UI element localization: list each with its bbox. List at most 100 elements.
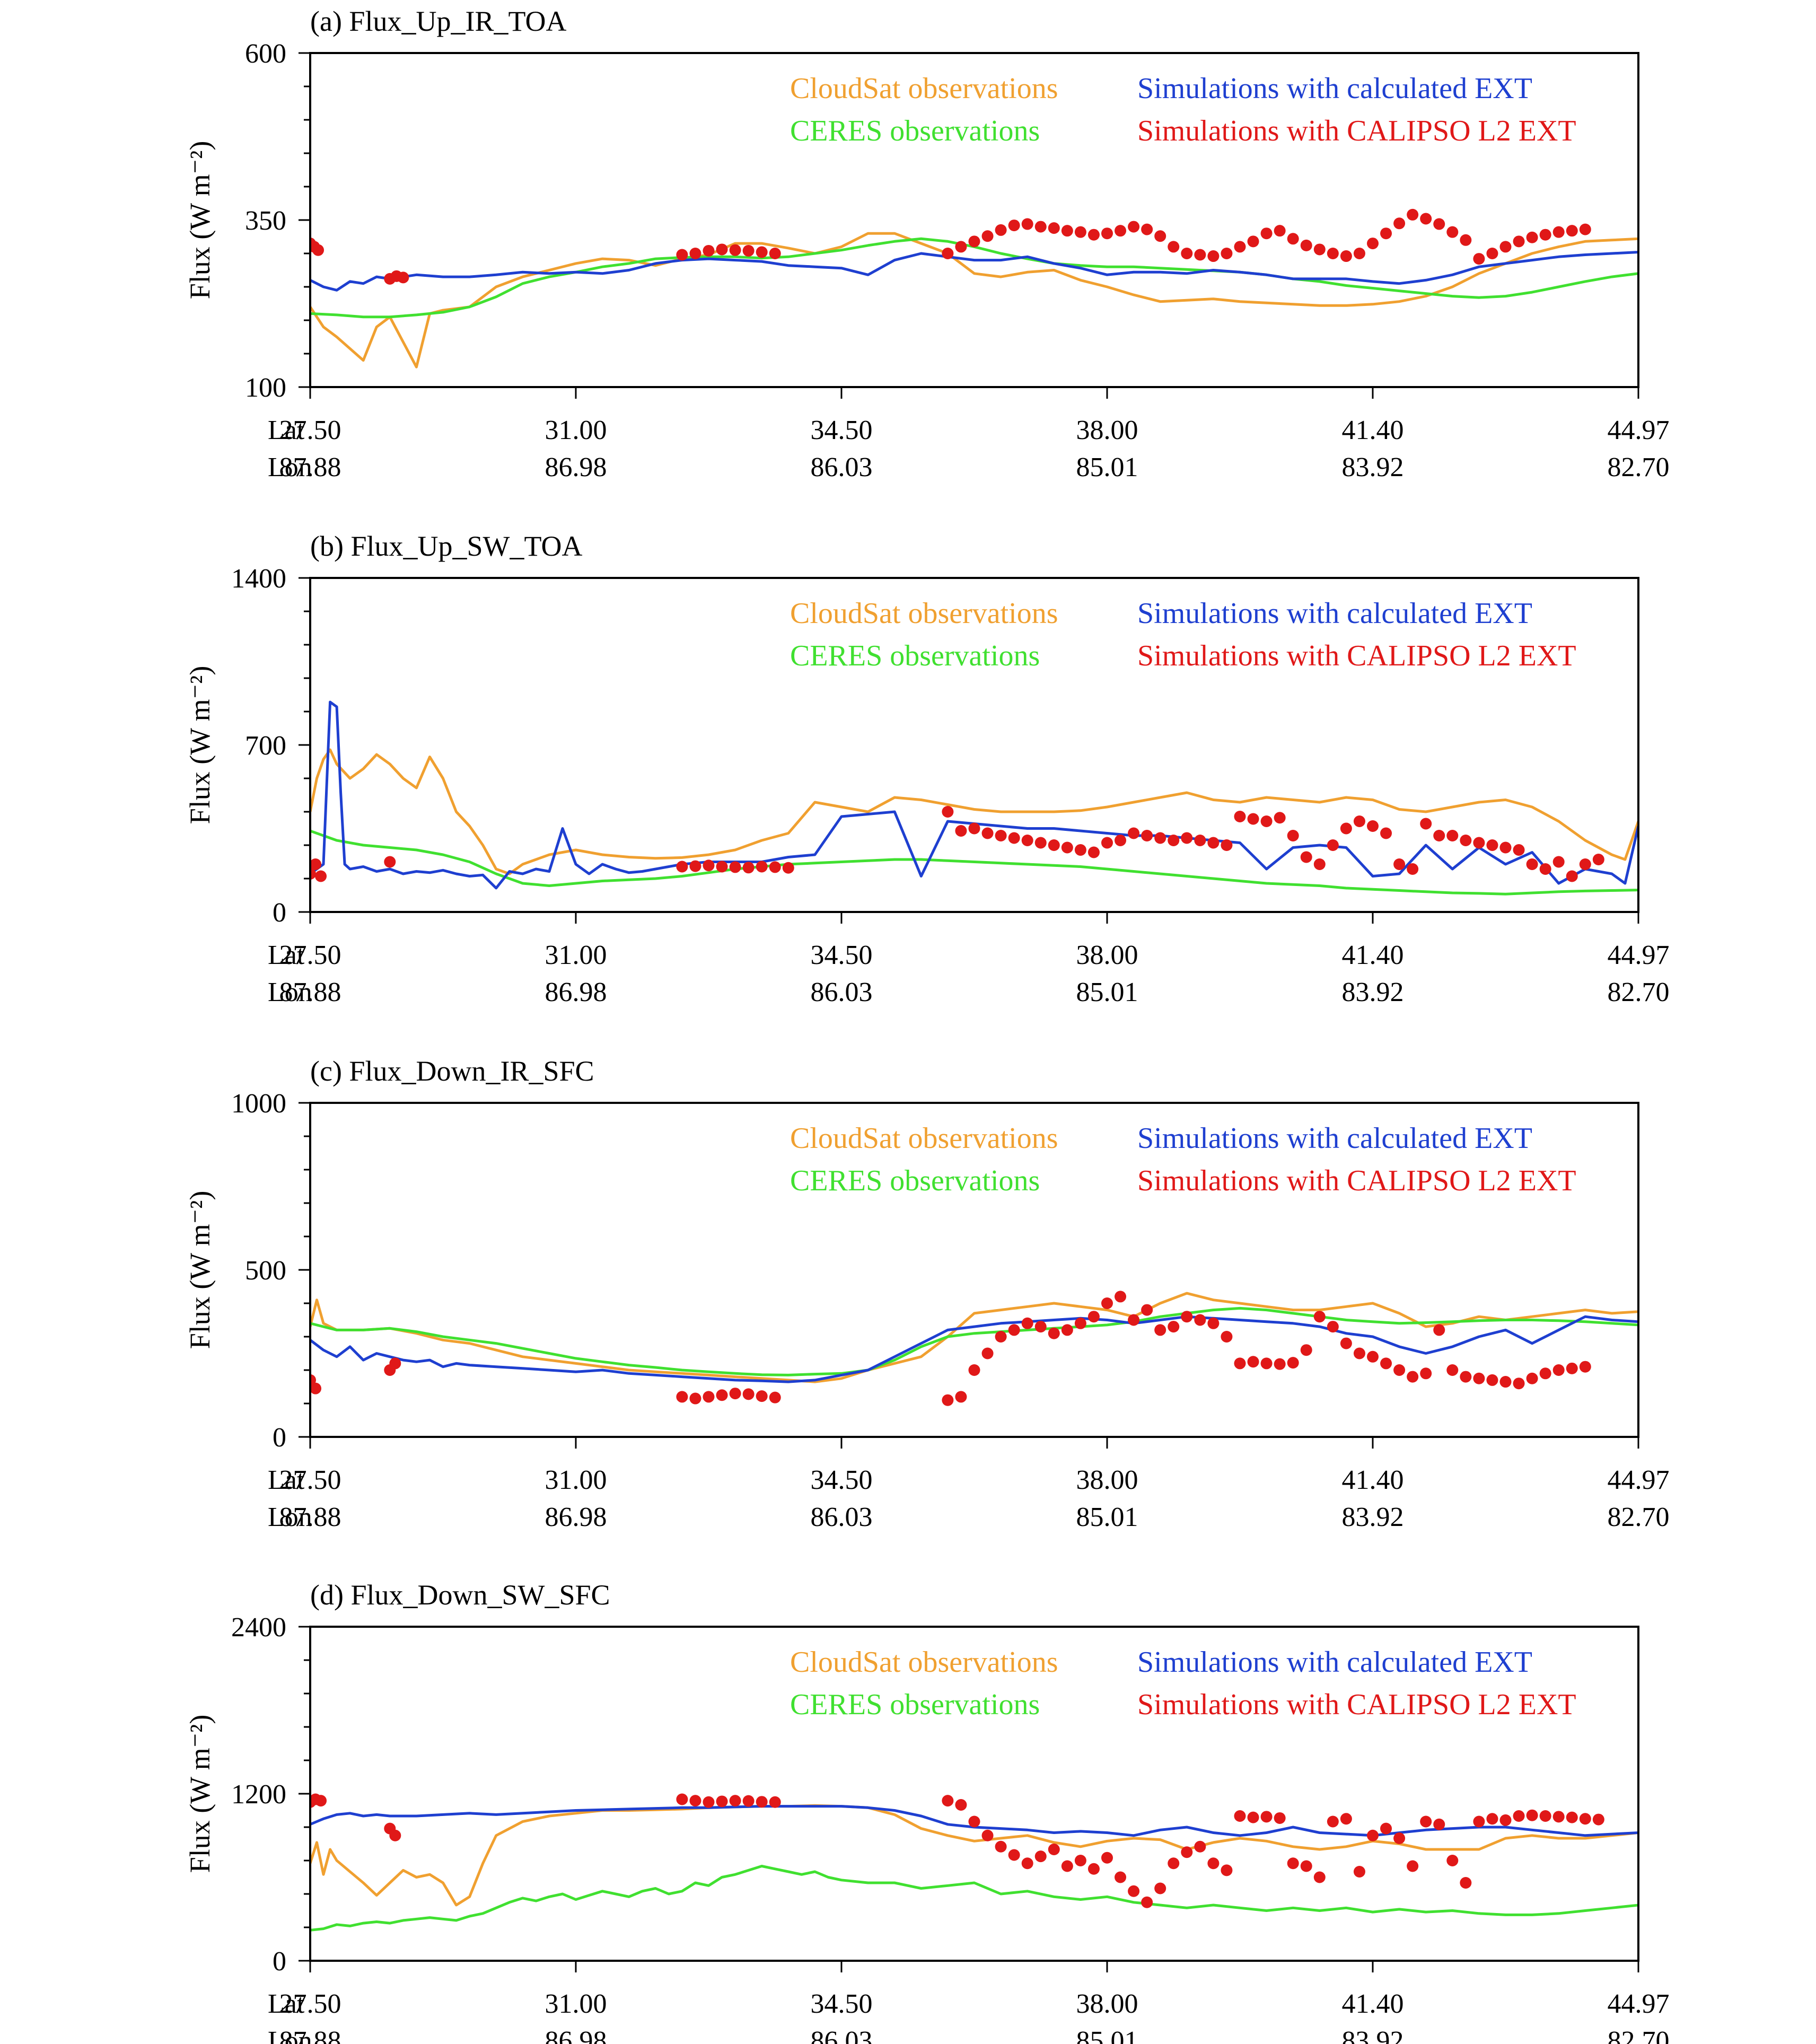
x-tick-label-lat: 27.50 bbox=[279, 1465, 341, 1495]
calipso-point bbox=[1526, 231, 1538, 243]
calipso-point bbox=[1101, 1297, 1113, 1309]
calipso-point bbox=[1260, 815, 1273, 827]
calipso-point bbox=[968, 822, 980, 835]
calipso-point bbox=[742, 862, 755, 874]
lat-axis-label: Lat bbox=[268, 415, 305, 445]
series-line-simulations-with-calculated-ext bbox=[311, 700, 1637, 890]
calipso-point bbox=[1433, 218, 1445, 230]
x-tick-label-lon: 87.88 bbox=[279, 977, 341, 1007]
calipso-point bbox=[1061, 225, 1073, 237]
calipso-point bbox=[1101, 1852, 1113, 1864]
calipso-point bbox=[769, 1391, 781, 1403]
series-line-cloudsat-observations bbox=[311, 232, 1637, 369]
calipso-point bbox=[1021, 835, 1033, 846]
calipso-point bbox=[1021, 218, 1033, 230]
calipso-point bbox=[995, 830, 1007, 841]
legend-entry: Simulations with CALIPSO L2 EXT bbox=[1137, 1688, 1576, 1721]
calipso-point bbox=[1420, 818, 1432, 830]
calipso-point bbox=[676, 1391, 688, 1403]
calipso-point bbox=[1048, 839, 1060, 851]
calipso-point bbox=[1260, 227, 1273, 240]
x-tick-label-lat: 34.50 bbox=[811, 1989, 873, 2019]
x-tick-label-lon: 85.01 bbox=[1076, 977, 1138, 1007]
calipso-point bbox=[955, 1799, 967, 1811]
calipso-point bbox=[1592, 1813, 1604, 1826]
calipso-point bbox=[1446, 1855, 1459, 1866]
calipso-point bbox=[1141, 830, 1153, 841]
calipso-point bbox=[311, 1382, 322, 1394]
lon-axis-label: Lon bbox=[268, 977, 312, 1007]
panel-0: (a) Flux_Up_IR_TOA Flux (W m⁻²) 100 350 600 2… bbox=[184, 5, 1670, 483]
calipso-point bbox=[1539, 229, 1551, 241]
calipso-point bbox=[1048, 1327, 1060, 1339]
calipso-point bbox=[1367, 238, 1379, 250]
calipso-point bbox=[981, 230, 994, 242]
calipso-point bbox=[1420, 1367, 1432, 1380]
calipso-point bbox=[1128, 221, 1140, 233]
panel-title: (d) Flux_Down_SW_SFC bbox=[310, 1579, 610, 1611]
calipso-point bbox=[1300, 1344, 1312, 1356]
calipso-point bbox=[1460, 1877, 1472, 1889]
calipso-point bbox=[955, 825, 967, 837]
calipso-point bbox=[942, 1394, 954, 1406]
calipso-point bbox=[1234, 1810, 1246, 1822]
calipso-point bbox=[1074, 226, 1086, 238]
series-line-simulations-with-calculated-ext bbox=[311, 1315, 1637, 1383]
calipso-point bbox=[1128, 1885, 1140, 1897]
calipso-point bbox=[397, 271, 409, 284]
legend-entry: CERES observations bbox=[790, 1688, 1040, 1721]
calipso-point bbox=[1115, 225, 1127, 237]
x-tick-label-lon: 86.98 bbox=[545, 2026, 607, 2044]
panel-title: (c) Flux_Down_IR_SFC bbox=[310, 1055, 594, 1087]
calipso-point bbox=[1380, 1357, 1392, 1370]
y-tick-label: 1000 bbox=[231, 1089, 286, 1119]
calipso-point bbox=[1407, 1371, 1419, 1383]
x-tick-label-lat: 44.97 bbox=[1608, 415, 1670, 445]
x-tick-label-lat: 41.40 bbox=[1342, 940, 1404, 970]
x-tick-label-lat: 34.50 bbox=[811, 1465, 873, 1495]
calipso-point bbox=[1592, 854, 1604, 865]
calipso-point bbox=[1473, 837, 1485, 849]
calipso-point bbox=[1021, 1317, 1033, 1329]
calipso-point bbox=[1539, 1810, 1551, 1822]
calipso-point bbox=[1393, 217, 1406, 230]
calipso-point bbox=[1287, 233, 1299, 245]
calipso-point bbox=[981, 827, 994, 839]
calipso-point bbox=[1154, 230, 1166, 242]
calipso-point bbox=[942, 248, 954, 259]
x-tick-label-lon: 86.98 bbox=[545, 1502, 607, 1532]
calipso-point bbox=[1181, 248, 1193, 259]
x-tick-label-lat: 38.00 bbox=[1076, 1465, 1138, 1495]
calipso-point bbox=[1181, 832, 1193, 844]
calipso-point bbox=[1380, 1822, 1392, 1835]
calipso-point bbox=[1300, 239, 1312, 251]
calipso-point bbox=[1367, 1350, 1379, 1363]
x-tick-label-lon: 82.70 bbox=[1608, 1502, 1670, 1532]
x-tick-label-lon: 86.03 bbox=[811, 1502, 873, 1532]
calipso-point bbox=[995, 1331, 1007, 1343]
calipso-point bbox=[1313, 858, 1326, 870]
calipso-point bbox=[1034, 1850, 1047, 1863]
y-axis-label: Flux (W m⁻²) bbox=[184, 1191, 216, 1349]
legend-entry: CERES observations bbox=[790, 639, 1040, 672]
calipso-point bbox=[1526, 1372, 1538, 1384]
calipso-point bbox=[1340, 1813, 1352, 1825]
calipso-point bbox=[1260, 1811, 1273, 1823]
legend-entry: Simulations with calculated EXT bbox=[1137, 1122, 1532, 1155]
x-tick-label-lon: 86.03 bbox=[811, 2026, 873, 2044]
calipso-point bbox=[1407, 208, 1419, 221]
calipso-point bbox=[689, 860, 701, 872]
calipso-point bbox=[1499, 1814, 1512, 1826]
legend-entry: Simulations with calculated EXT bbox=[1137, 72, 1532, 105]
calipso-point bbox=[1287, 1357, 1299, 1369]
x-tick-label-lat: 27.50 bbox=[279, 415, 341, 445]
calipso-point bbox=[311, 858, 322, 870]
calipso-point bbox=[1340, 822, 1352, 835]
calipso-point bbox=[729, 244, 741, 256]
y-tick-label: 350 bbox=[245, 206, 286, 236]
calipso-point bbox=[1367, 1829, 1379, 1841]
calipso-point bbox=[729, 1388, 741, 1400]
x-tick-label-lon: 86.98 bbox=[545, 977, 607, 1007]
lat-axis-label: Lat bbox=[268, 1465, 305, 1495]
